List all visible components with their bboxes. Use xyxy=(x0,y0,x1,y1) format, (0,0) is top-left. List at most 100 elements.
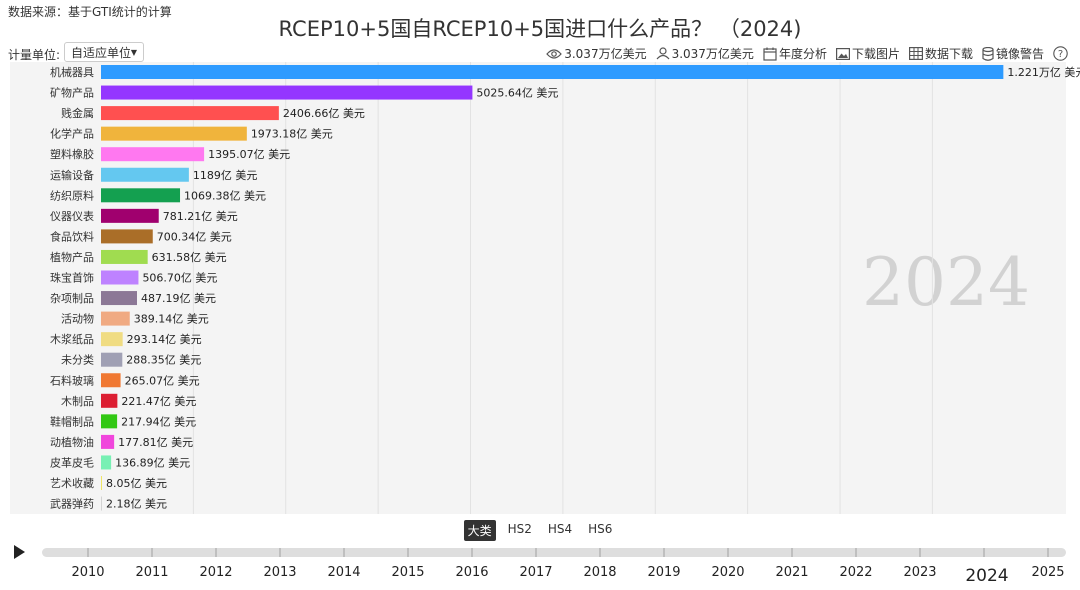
bar xyxy=(101,270,139,285)
timeline-year[interactable]: 2023 xyxy=(903,565,936,580)
category-label: 未分类 xyxy=(61,353,94,367)
bar xyxy=(101,496,102,511)
category-label: 杂项制品 xyxy=(50,292,94,305)
category-label: 植物产品 xyxy=(50,250,94,264)
category-label: 仪器仪表 xyxy=(50,209,94,223)
timeline-year[interactable]: 2014 xyxy=(327,565,360,580)
value-label: 506.70亿 美元 xyxy=(142,272,217,285)
value-label: 221.47亿 美元 xyxy=(121,395,196,408)
play-icon[interactable] xyxy=(14,545,25,559)
bar xyxy=(101,229,153,244)
mirror-warning-button[interactable]: 镜像警告 xyxy=(982,45,1044,62)
value-label: 1395.07亿 美元 xyxy=(208,148,290,161)
calendar-icon xyxy=(763,47,777,61)
category-label: 化学产品 xyxy=(50,127,94,141)
bar xyxy=(101,291,138,306)
bar xyxy=(101,434,115,449)
users-stat-value: 3.037万亿美元 xyxy=(671,47,754,61)
timeline-year[interactable]: 2022 xyxy=(839,565,872,580)
category-label: 矿物产品 xyxy=(50,86,94,100)
hs-level-selector: 大类 HS2 HS4 HS6 xyxy=(0,520,1080,541)
mirror-warning-label: 镜像警告 xyxy=(995,47,1044,61)
help-button[interactable]: ? xyxy=(1053,46,1068,61)
value-label: 217.94亿 美元 xyxy=(121,415,196,428)
help-icon: ? xyxy=(1053,46,1068,61)
level-option[interactable]: HS4 xyxy=(547,522,573,536)
bar xyxy=(101,249,148,264)
chevron-down-icon: ▼ xyxy=(130,48,137,57)
svg-text:?: ? xyxy=(1058,49,1063,60)
timeline-year[interactable]: 2024 xyxy=(965,566,1008,586)
level-option[interactable]: HS2 xyxy=(507,522,532,536)
value-label: 1973.18亿 美元 xyxy=(251,128,333,141)
unit-label: 计量单位: xyxy=(8,48,61,62)
annual-analysis-label: 年度分析 xyxy=(778,47,827,61)
bar xyxy=(101,106,279,121)
bar xyxy=(101,476,102,490)
value-label: 1.221万亿 美元 xyxy=(1007,66,1080,79)
views-stat-value: 3.037万亿美元 xyxy=(564,47,647,61)
level-option[interactable]: HS6 xyxy=(588,522,613,536)
toolbar: 3.037万亿美元 3.037万亿美元 年度分析 下载图片 数据下载 镜像警告 … xyxy=(546,45,1068,62)
value-label: 2.18亿 美元 xyxy=(106,498,167,511)
category-label: 运输设备 xyxy=(50,168,94,182)
bar xyxy=(101,414,118,429)
download-image-label: 下载图片 xyxy=(851,47,900,61)
bar xyxy=(101,373,121,388)
value-label: 288.35亿 美元 xyxy=(126,354,201,367)
year-watermark: 2024 xyxy=(862,244,1030,321)
bar xyxy=(101,208,159,223)
timeline-year[interactable]: 2025 xyxy=(1031,565,1064,580)
bar xyxy=(101,167,189,182)
value-label: 5025.64亿 美元 xyxy=(476,87,558,100)
download-data-button[interactable]: 数据下载 xyxy=(908,45,973,62)
data-source-note: 数据来源：基于GTI统计的计算 xyxy=(8,5,172,19)
table-icon xyxy=(908,47,923,60)
timeline-year[interactable]: 2013 xyxy=(263,565,296,580)
value-label: 487.19亿 美元 xyxy=(141,292,216,305)
bar xyxy=(101,455,112,470)
value-label: 389.14亿 美元 xyxy=(134,313,209,326)
timeline-year[interactable]: 2015 xyxy=(391,565,424,580)
value-label: 136.89亿 美元 xyxy=(115,456,190,469)
value-label: 2406.66亿 美元 xyxy=(283,107,365,120)
timeline-year[interactable]: 2018 xyxy=(583,565,616,580)
category-label: 木浆纸品 xyxy=(50,332,94,346)
bar xyxy=(101,85,473,100)
value-label: 631.58亿 美元 xyxy=(152,251,227,264)
level-option[interactable]: 大类 xyxy=(463,520,496,541)
annual-analysis-button[interactable]: 年度分析 xyxy=(763,45,827,62)
users-stat: 3.037万亿美元 xyxy=(656,45,754,62)
timeline-year[interactable]: 2019 xyxy=(647,565,680,580)
value-label: 8.05亿 美元 xyxy=(106,477,167,490)
value-label: 293.14亿 美元 xyxy=(127,333,202,346)
bar xyxy=(101,311,130,326)
chart-title: RCEP10+5国自RCEP10+5国进口什么产品？ （2024) xyxy=(278,17,802,41)
category-label: 贱金属 xyxy=(61,106,94,120)
timeline-track[interactable] xyxy=(42,548,1066,557)
timeline-year[interactable]: 2011 xyxy=(135,565,168,580)
timeline-year[interactable]: 2017 xyxy=(519,565,552,580)
timeline-year[interactable]: 2012 xyxy=(199,565,232,580)
eye-icon xyxy=(546,48,563,59)
category-label: 鞋帽制品 xyxy=(50,414,94,428)
timeline-year[interactable]: 2016 xyxy=(455,565,488,580)
timeline-year[interactable]: 2020 xyxy=(711,565,744,580)
download-image-button[interactable]: 下载图片 xyxy=(835,45,900,62)
category-label: 活动物 xyxy=(61,312,94,326)
bar xyxy=(101,393,118,408)
timeline-year[interactable]: 2021 xyxy=(775,565,808,580)
unit-select[interactable]: 自适应单位 ▼ xyxy=(64,42,144,62)
bar xyxy=(101,188,181,203)
category-label: 皮革皮毛 xyxy=(50,455,94,469)
bar xyxy=(101,332,123,347)
timeline-year[interactable]: 2010 xyxy=(71,565,104,580)
category-label: 珠宝首饰 xyxy=(50,271,94,285)
bar xyxy=(101,352,123,367)
bar xyxy=(101,147,205,162)
bar xyxy=(101,65,1004,79)
category-label: 动植物油 xyxy=(50,435,94,449)
value-label: 781.21亿 美元 xyxy=(163,210,238,223)
